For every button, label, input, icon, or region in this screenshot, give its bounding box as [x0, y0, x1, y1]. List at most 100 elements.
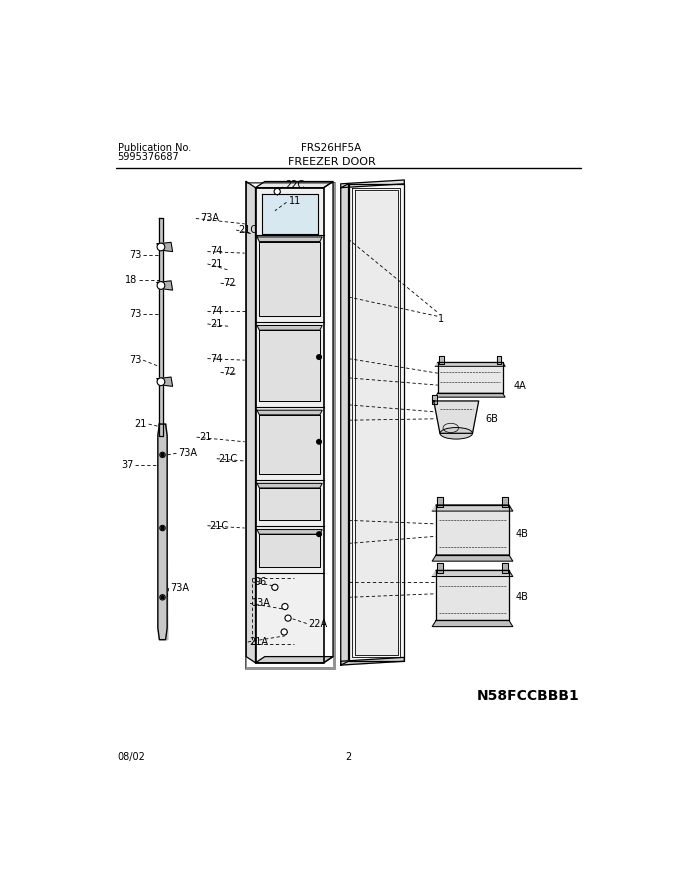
Text: 37: 37 — [122, 460, 134, 469]
Polygon shape — [341, 658, 405, 665]
Ellipse shape — [440, 428, 473, 439]
Circle shape — [272, 584, 278, 591]
Polygon shape — [256, 181, 333, 187]
Polygon shape — [257, 483, 322, 488]
Text: 21C: 21C — [239, 225, 258, 235]
Text: 11: 11 — [289, 196, 301, 206]
Polygon shape — [437, 497, 443, 507]
Polygon shape — [502, 497, 508, 507]
Text: N58FCCBBB1: N58FCCBBB1 — [477, 689, 579, 703]
Polygon shape — [432, 395, 437, 404]
Polygon shape — [259, 241, 320, 316]
Text: 1: 1 — [438, 314, 444, 324]
Text: 73A: 73A — [200, 213, 219, 224]
Polygon shape — [348, 184, 405, 661]
Text: 72: 72 — [223, 278, 235, 288]
Text: FREEZER DOOR: FREEZER DOOR — [288, 157, 375, 167]
Text: 73: 73 — [129, 355, 141, 365]
Circle shape — [317, 354, 322, 360]
Polygon shape — [259, 415, 320, 474]
Circle shape — [161, 453, 164, 456]
Circle shape — [161, 596, 164, 599]
Circle shape — [281, 629, 287, 635]
Text: 21: 21 — [209, 319, 222, 329]
Text: 2: 2 — [345, 753, 352, 762]
Polygon shape — [157, 242, 173, 252]
Text: 18: 18 — [125, 275, 137, 285]
Polygon shape — [436, 505, 509, 555]
Circle shape — [159, 284, 163, 287]
Circle shape — [160, 452, 165, 457]
Polygon shape — [435, 362, 505, 367]
Text: 22A: 22A — [308, 618, 327, 629]
Polygon shape — [257, 530, 322, 534]
Polygon shape — [502, 563, 508, 572]
Polygon shape — [262, 194, 318, 234]
Polygon shape — [435, 394, 505, 397]
Text: 74: 74 — [209, 354, 222, 363]
Polygon shape — [439, 356, 444, 364]
Circle shape — [317, 532, 322, 537]
Polygon shape — [496, 356, 501, 364]
Circle shape — [157, 378, 165, 386]
Circle shape — [274, 188, 280, 194]
Polygon shape — [341, 180, 405, 187]
Text: FRS26HF5A: FRS26HF5A — [301, 143, 362, 153]
Text: 6B: 6B — [485, 414, 498, 423]
Polygon shape — [259, 534, 320, 566]
Polygon shape — [256, 187, 324, 663]
Circle shape — [157, 281, 165, 289]
Polygon shape — [432, 571, 513, 577]
Polygon shape — [432, 505, 513, 511]
Text: 73: 73 — [129, 309, 141, 319]
Polygon shape — [257, 410, 322, 415]
Text: 4B: 4B — [516, 530, 529, 539]
Text: 13A: 13A — [252, 598, 271, 609]
Circle shape — [285, 615, 291, 621]
Circle shape — [158, 244, 164, 250]
Circle shape — [158, 379, 164, 384]
Polygon shape — [257, 237, 322, 241]
Circle shape — [161, 526, 164, 530]
Polygon shape — [432, 555, 513, 561]
Text: 21: 21 — [199, 432, 211, 442]
Text: 73: 73 — [129, 251, 141, 260]
Polygon shape — [257, 326, 322, 330]
Text: 21C: 21C — [209, 521, 228, 530]
Circle shape — [282, 604, 288, 610]
Polygon shape — [157, 377, 173, 387]
Circle shape — [317, 440, 322, 444]
Text: 5995376687: 5995376687 — [118, 152, 180, 162]
Text: 72: 72 — [223, 368, 235, 377]
Text: 21: 21 — [135, 419, 147, 429]
Text: Publication No.: Publication No. — [118, 143, 191, 153]
Polygon shape — [256, 657, 333, 663]
Polygon shape — [356, 192, 396, 653]
Text: 96: 96 — [254, 577, 266, 587]
Polygon shape — [434, 401, 479, 433]
Polygon shape — [259, 330, 320, 401]
Circle shape — [159, 380, 163, 383]
Circle shape — [158, 283, 164, 288]
Polygon shape — [437, 563, 443, 572]
Text: 21: 21 — [209, 259, 222, 269]
Text: 22C: 22C — [285, 180, 304, 191]
Circle shape — [160, 595, 165, 600]
Polygon shape — [259, 488, 320, 520]
Text: 21C: 21C — [218, 454, 237, 463]
Circle shape — [157, 243, 165, 251]
Text: 4A: 4A — [513, 381, 526, 390]
Circle shape — [160, 525, 165, 530]
Polygon shape — [432, 620, 513, 626]
Polygon shape — [157, 280, 173, 290]
Polygon shape — [341, 184, 348, 665]
Polygon shape — [158, 424, 167, 639]
Text: 74: 74 — [209, 306, 222, 316]
Polygon shape — [436, 571, 509, 620]
Polygon shape — [158, 424, 168, 639]
Polygon shape — [246, 181, 256, 663]
Polygon shape — [158, 219, 163, 436]
Text: 21A: 21A — [250, 637, 269, 647]
Text: 08/02: 08/02 — [118, 753, 146, 762]
Text: 73A: 73A — [170, 583, 189, 593]
